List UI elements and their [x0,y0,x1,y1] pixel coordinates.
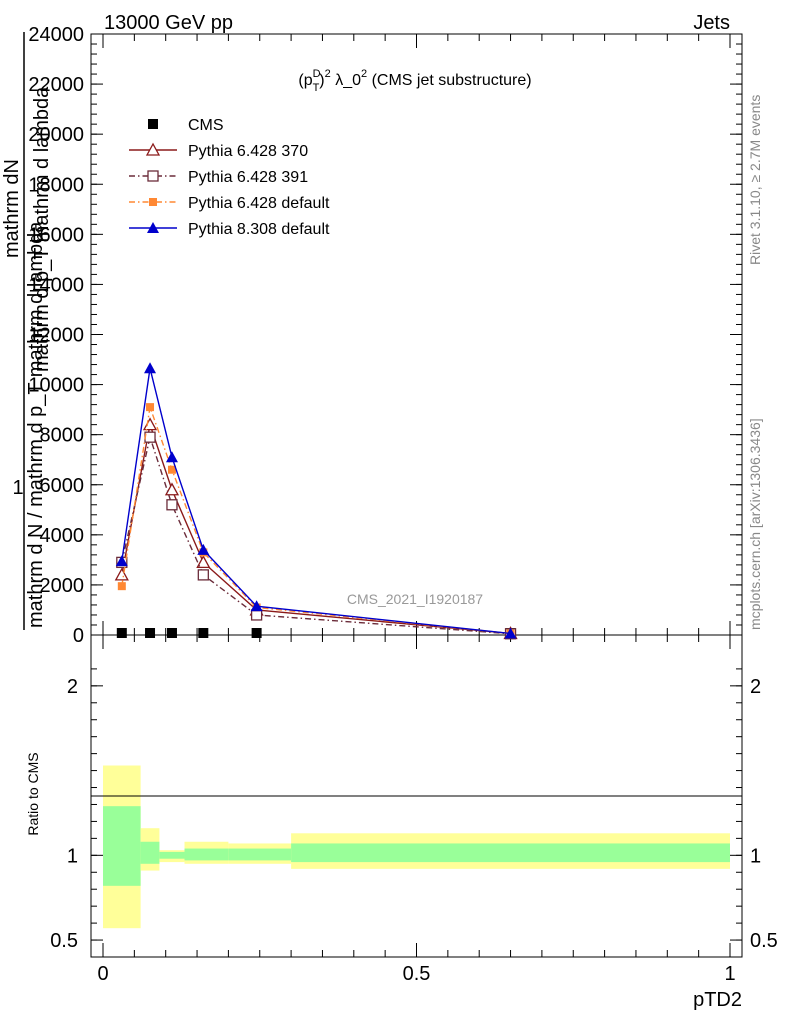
rivet-version-label: Rivet 3.1.10, ≥ 2.7M events [747,95,763,265]
data-point [165,451,178,463]
ratio-bands [103,765,730,929]
data-point [166,499,178,511]
series-line [121,368,511,635]
data-point [164,482,180,496]
legend-entry: Pythia 6.428 370 [129,142,308,160]
y-tick-label: 2000 [40,575,85,597]
x-tick-label: 0 [97,963,108,985]
data-point [504,627,517,639]
data-point [196,555,211,569]
ratio-tick-label: 2 [67,676,78,698]
ratio-tick-label-right: 2 [750,676,761,698]
ratio-y-label: Ratio to CMS [25,752,41,835]
legend-marker [148,119,158,129]
data-point [197,569,209,581]
data-point [116,628,127,638]
legend-marker [147,170,159,182]
x-axis-ticks: 0 0.5 1 [97,34,736,985]
series-line [121,421,511,635]
legend-marker [147,222,159,233]
data-point [145,628,156,638]
y-tick-label: 16000 [28,224,84,246]
y-tick-label: 6000 [40,475,85,497]
analysis-watermark: CMS_2021_I1920187 [347,591,483,607]
header-right: Jets [693,12,730,34]
ratio-band-green [159,851,185,859]
y-tick-label: 10000 [28,375,84,397]
data-point [142,417,158,431]
legend-marker [145,142,161,156]
data-point [117,582,126,591]
ratio-tick-label-right: 0.5 [750,930,778,952]
header-left: 13000 GeV pp [104,12,233,34]
y-tick-label: 24000 [28,24,84,46]
y-tick-label: 8000 [40,425,85,447]
y-tick-label: 22000 [28,74,84,96]
series-layer [114,362,518,640]
data-point [166,628,177,638]
data-point [146,403,155,412]
y-tick-label: 20000 [28,124,84,146]
data-point [114,567,129,581]
ratio-axis-ticks: 0.5 0.5 1 1 2 2 [50,668,778,952]
data-point [115,555,128,567]
series-4 [115,362,517,639]
data-point [197,543,210,555]
legend: CMS Pythia 6.428 370 Pythia 6.428 391 Pythi… [129,117,330,238]
legend-label: Pythia 6.428 391 [188,169,308,186]
y-tick-label: 18000 [28,174,84,196]
ratio-band-green [228,848,292,861]
x-tick-label: 1 [724,963,735,985]
ratio-tick-label: 1 [67,845,78,867]
main-axis-ticks: 0 2000 4000 6000 8000 10000 12000 14000 16000 180… [28,24,742,647]
legend-label: CMS [188,117,224,134]
data-point [167,465,176,474]
legend-entry: Pythia 6.428 391 [129,169,308,186]
legend-label: Pythia 6.428 370 [188,143,308,160]
legend-label: Pythia 6.428 default [188,195,330,212]
ratio-band-green [103,806,141,886]
series-line [121,406,511,635]
y-tick-label: 4000 [40,525,85,547]
series-2 [116,431,517,640]
data-point [251,628,262,638]
y-label-line2: mathrm dN [1,159,23,258]
legend-label: Pythia 8.308 default [188,221,330,238]
ratio-tick-label: 0.5 [50,930,78,952]
y-tick-label: 12000 [28,325,84,347]
y-label-line3: mathrm d p_T mathrm d lambda [31,86,53,372]
chart-title: (pD T)2 λ_02 (CMS jet substructure) [298,68,531,94]
y-tick-label: 0 [73,625,84,647]
legend-entry: CMS [148,117,224,134]
ratio-band-green [291,843,730,863]
y-label-top: 1 [12,477,23,499]
data-point [198,628,209,638]
legend-entry: Pythia 6.428 default [129,195,330,212]
ratio-band-green [140,841,160,864]
legend-marker [149,198,157,206]
y-label-line1: mathrm d N / mathrm d p_T mathrm d lambd… [25,221,47,628]
mcplots-label: mcplots.cern.ch [arXiv:1306.3436] [747,418,763,630]
ratio-band-green [184,848,229,861]
y-tick-label: 14000 [28,274,84,296]
data-point [250,600,263,612]
data-point [250,609,263,621]
ratio-tick-label-right: 1 [750,845,761,867]
x-tick-label: 0.5 [403,963,431,985]
y-axis-label: 1 mathrm d N / mathrm d p_T mathrm d lam… [1,32,53,630]
x-axis-label: pTD2 [693,989,742,1011]
legend-entry: Pythia 8.308 default [129,221,330,238]
data-point [144,362,157,374]
